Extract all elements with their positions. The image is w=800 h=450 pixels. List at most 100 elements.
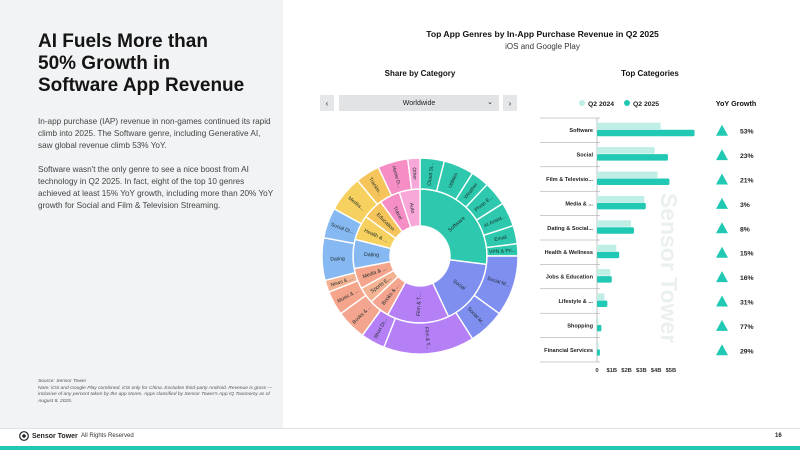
text-panel: AI Fuels More than 50% Growth in Softwar… xyxy=(0,0,283,428)
bar-row: Jobs & Education 16% xyxy=(540,269,754,290)
growth-up-icon xyxy=(716,149,728,161)
next-region-button[interactable]: › xyxy=(503,95,517,111)
category-label: Jobs & Education xyxy=(546,275,594,281)
category-label: Dating & Social... xyxy=(547,226,593,232)
footer-divider xyxy=(0,428,800,429)
category-label: Software xyxy=(569,128,593,134)
x-tick-label: $5B xyxy=(666,368,677,374)
legend-label-q2-2025: Q2 2025 xyxy=(633,101,659,108)
footer-rights: All Rights Reserved xyxy=(81,433,134,439)
sensor-tower-logo-icon xyxy=(19,431,29,441)
source-label: Source: Sensor Tower xyxy=(38,379,87,384)
bar-row: Dating & Social... 8% xyxy=(540,220,750,241)
yoy-growth-value: 29% xyxy=(740,348,754,355)
category-label: Lifestyle & ... xyxy=(558,299,593,305)
growth-up-icon xyxy=(716,222,728,234)
yoy-growth-value: 31% xyxy=(740,300,754,307)
yoy-growth-value: 15% xyxy=(740,251,754,258)
bar-q2-2025 xyxy=(597,202,646,210)
chevron-down-icon: ⌄ xyxy=(487,99,493,106)
growth-up-icon xyxy=(716,271,728,283)
body-paragraph-1: In-app purchase (IAP) revenue in non-gam… xyxy=(38,117,271,151)
category-label: Media & ... xyxy=(565,201,593,207)
growth-up-icon xyxy=(716,173,728,185)
footer-logo: Sensor Tower xyxy=(19,431,78,441)
bar-q2-2025 xyxy=(597,300,608,307)
growth-up-icon xyxy=(716,197,728,209)
top-categories-title: Top Categories xyxy=(621,69,679,78)
yoy-growth-value: 16% xyxy=(740,275,754,282)
bar-q2-2025 xyxy=(597,154,668,161)
bar-q2-2025 xyxy=(597,129,695,137)
chart-legend: Q2 2024 Q2 2025 xyxy=(579,100,659,108)
bar-q2-2024 xyxy=(597,244,617,252)
body-text: In-app purchase (IAP) revenue in non-gam… xyxy=(38,116,276,223)
chart-subtitle: iOS and Google Play xyxy=(505,42,580,51)
bar-q2-2025 xyxy=(597,251,620,259)
source-note-text: Note: iOS and Google Play combined. iOS … xyxy=(38,385,273,404)
bar-row: Shopping 77% xyxy=(540,317,754,338)
headline-line-3: Software App Revenue xyxy=(38,75,245,96)
bar-q2-2024 xyxy=(597,317,599,325)
bar-q2-2024 xyxy=(597,342,599,349)
growth-up-icon xyxy=(716,295,728,307)
prev-region-button[interactable]: ‹ xyxy=(320,95,334,111)
category-label: Shopping xyxy=(567,323,593,329)
yoy-growth-value: 8% xyxy=(740,226,750,233)
bar-q2-2025 xyxy=(597,227,634,234)
yoy-growth-value: 53% xyxy=(740,129,754,136)
category-label: Health & Wellness xyxy=(545,250,593,256)
legend-label-q2-2024: Q2 2024 xyxy=(588,101,614,108)
yoy-growth-value: 77% xyxy=(740,324,754,331)
bar-q2-2024 xyxy=(597,147,655,154)
region-dropdown[interactable]: Worldwide ⌄ xyxy=(339,95,499,111)
bar-row: Health & Wellness 15% xyxy=(540,244,754,265)
growth-up-icon xyxy=(716,344,728,356)
source-note: Source: Sensor Tower Note: iOS and Googl… xyxy=(38,379,274,405)
bar-q2-2024 xyxy=(597,293,605,300)
headline-line-2: 50% Growth in xyxy=(38,53,170,74)
bar-q2-2024 xyxy=(597,171,658,178)
bar-row: Software 53% xyxy=(540,122,754,143)
legend-marker-q2-2024 xyxy=(579,100,585,106)
bar-q2-2025 xyxy=(597,324,602,332)
bar-q2-2024 xyxy=(597,195,645,203)
footer-accent-bar xyxy=(0,446,800,450)
legend-marker-q2-2025 xyxy=(624,100,630,106)
category-label: Social xyxy=(577,153,594,159)
growth-up-icon xyxy=(716,246,728,258)
footer-brand: Sensor Tower xyxy=(32,432,78,440)
bar-q2-2024 xyxy=(597,220,631,227)
headline-line-1: AI Fuels More than xyxy=(38,31,208,52)
share-by-category-title: Share by Category xyxy=(384,69,456,78)
bar-row: Social 23% xyxy=(540,147,754,168)
x-tick-label: $4B xyxy=(651,368,662,374)
chart-title: Top App Genres by In-App Purchase Revenu… xyxy=(426,29,659,39)
growth-up-icon xyxy=(716,124,728,136)
bar-q2-2025 xyxy=(597,276,612,283)
x-tick-label: $1B xyxy=(606,368,617,374)
bar-row: Lifestyle & ... 31% xyxy=(540,293,754,314)
bar-q2-2024 xyxy=(597,122,661,130)
page-number: 16 xyxy=(775,433,782,439)
region-dropdown-value: Worldwide xyxy=(402,99,436,107)
headline: AI Fuels More than 50% Growth in Softwar… xyxy=(38,31,268,97)
watermark: Sensor Tower xyxy=(656,193,682,343)
category-label: Financial Services xyxy=(544,348,593,354)
bar-q2-2025 xyxy=(597,349,600,356)
bar-q2-2025 xyxy=(597,178,670,185)
x-tick-label: $2B xyxy=(621,368,632,374)
yoy-growth-title: YoY Growth xyxy=(716,99,756,108)
x-tick-label: 0 xyxy=(595,368,598,374)
yoy-growth-value: 23% xyxy=(740,153,754,160)
category-label: Film & Televisio... xyxy=(546,177,593,183)
bar-q2-2024 xyxy=(597,269,611,276)
bar-row: Film & Televisio... 21% xyxy=(540,171,754,192)
x-tick-label: $3B xyxy=(636,368,647,374)
yoy-growth-value: 21% xyxy=(740,178,754,185)
bar-row: Media & ... 3% xyxy=(540,195,750,216)
growth-up-icon xyxy=(716,319,728,331)
bar-row: Financial Services 29% xyxy=(540,342,754,363)
